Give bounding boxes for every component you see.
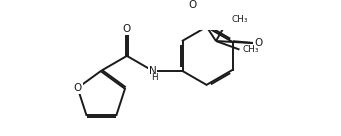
Text: CH₃: CH₃ [242,45,259,54]
Text: O: O [254,38,263,48]
Text: O: O [73,83,82,93]
Text: O: O [189,0,197,10]
Text: H: H [151,73,158,82]
Text: O: O [123,24,131,34]
Text: N: N [149,66,156,76]
Text: CH₃: CH₃ [232,15,248,24]
